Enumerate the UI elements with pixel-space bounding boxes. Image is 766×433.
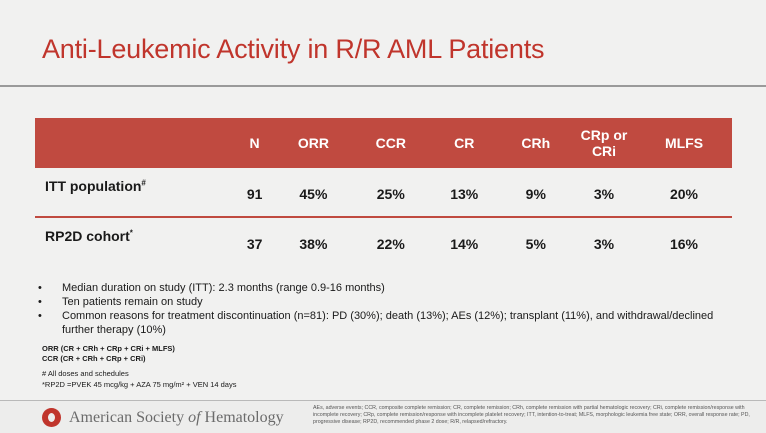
column-header-n: N bbox=[249, 135, 260, 151]
cell-orr: 45% bbox=[299, 186, 328, 202]
abbreviations-note: AEs, adverse events; CCR, composite comp… bbox=[313, 405, 750, 425]
logo-text-pre: American Society bbox=[69, 408, 185, 426]
definition-orr: ORR (CR + CRh + CRp + CRi + MLFS) bbox=[42, 344, 175, 353]
list-item: Ten patients remain on study bbox=[38, 295, 738, 309]
table-header-row: N ORR CCR CR CRh CRp or CRi MLFS bbox=[35, 118, 732, 168]
column-header-mlfs: MLFS bbox=[664, 135, 704, 151]
cell-crh: 9% bbox=[525, 186, 546, 202]
logo-text-of: of bbox=[188, 408, 201, 426]
bullet-list: Median duration on study (ITT): 2.3 mont… bbox=[38, 281, 738, 337]
footnote: # All doses and schedules bbox=[42, 369, 129, 378]
cell-ccr: 22% bbox=[376, 236, 405, 252]
cell-orr: 38% bbox=[299, 236, 328, 252]
cell-crh: 5% bbox=[525, 236, 546, 252]
cell-ccr: 25% bbox=[376, 186, 405, 202]
cell-n: 91 bbox=[246, 186, 263, 202]
row-label-marker: # bbox=[141, 178, 146, 188]
column-header-cr: CR bbox=[454, 135, 475, 151]
footer: American Society of Hematology AEs, adve… bbox=[0, 401, 766, 433]
title-divider bbox=[0, 85, 766, 87]
definitions: ORR (CR + CRh + CRp + CRi + MLFS) CCR (C… bbox=[42, 344, 175, 364]
cell-mlfs: 20% bbox=[669, 186, 699, 202]
column-header-crp-cri: CRp or CRi bbox=[580, 127, 628, 159]
column-header-ccr: CCR bbox=[375, 135, 406, 151]
list-item: Median duration on study (ITT): 2.3 mont… bbox=[38, 281, 738, 295]
table-row: RP2D cohort* 37 38% 22% 14% 5% 3% 16% bbox=[35, 217, 732, 266]
footer-divider bbox=[0, 400, 766, 401]
cell-crp-cri: 3% bbox=[593, 186, 615, 202]
row-label-marker: * bbox=[129, 228, 133, 238]
cell-cr: 14% bbox=[450, 236, 479, 252]
slide-title: Anti-Leukemic Activity in R/R AML Patien… bbox=[42, 34, 545, 64]
ash-logo: American Society of Hematology bbox=[42, 408, 284, 427]
cell-mlfs: 16% bbox=[669, 236, 699, 252]
cell-n: 37 bbox=[246, 236, 263, 252]
logo-text-post: Hematology bbox=[204, 408, 284, 426]
cell-crp-cri: 3% bbox=[593, 236, 615, 252]
definition-ccr: CCR (CR + CRh + CRp + CRi) bbox=[42, 354, 146, 363]
footnotes: # All doses and schedules *RP2D =PVEK 45… bbox=[42, 368, 236, 390]
row-label: RP2D cohort* bbox=[35, 217, 235, 266]
ash-logo-icon bbox=[42, 408, 61, 427]
column-header-orr: ORR bbox=[297, 135, 329, 151]
row-label: ITT population# bbox=[35, 168, 235, 217]
footnote: *RP2D =PVEK 45 mcg/kg + AZA 75 mg/m² + V… bbox=[42, 380, 237, 389]
column-header-crh: CRh bbox=[521, 135, 551, 151]
table-row: ITT population# 91 45% 25% 13% 9% 3% 20% bbox=[35, 168, 732, 217]
cell-cr: 13% bbox=[450, 186, 479, 202]
row-label-text: RP2D cohort bbox=[45, 228, 130, 244]
list-item: Common reasons for treatment discontinua… bbox=[38, 309, 738, 337]
row-label-text: ITT population bbox=[45, 178, 142, 194]
column-header bbox=[35, 118, 235, 168]
response-table: N ORR CCR CR CRh CRp or CRi MLFS ITT pop… bbox=[35, 118, 732, 266]
